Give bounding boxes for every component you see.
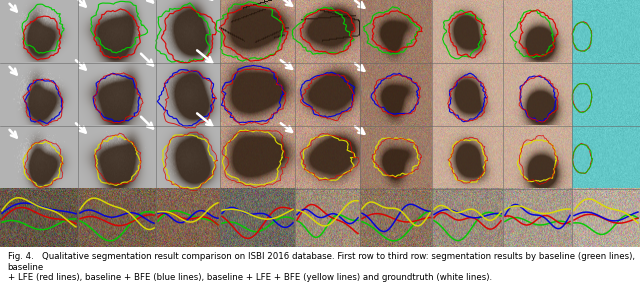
Text: Fig. 4.   Qualitative segmentation result comparison on ISBI 2016 database. Firs: Fig. 4. Qualitative segmentation result … xyxy=(8,252,635,282)
